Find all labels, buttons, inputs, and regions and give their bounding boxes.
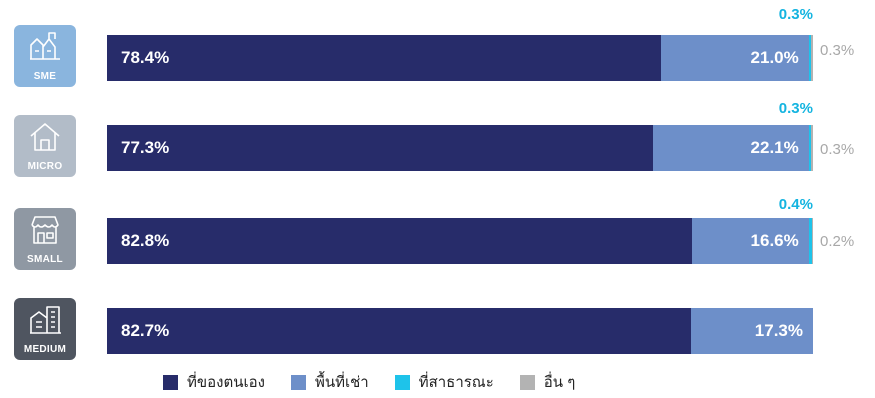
legend-item-other: อื่น ๆ: [519, 370, 576, 394]
bar-segment-public: [808, 125, 811, 171]
shop-icon: [31, 216, 59, 244]
category-label: MICRO: [27, 161, 63, 172]
chart-legend: ที่ของตนเอง พื้นที่เช่า ที่สาธารณะ อื่น ๆ: [163, 370, 575, 394]
data-label-public: 0.3%: [778, 6, 813, 23]
legend-label: พื้นที่เช่า: [314, 374, 369, 391]
data-label-owned: 77.3%: [121, 138, 170, 157]
legend-item-owned: ที่ของตนเอง: [163, 370, 265, 394]
building-icon: [30, 306, 61, 334]
bar-segment-owned: 82.7%: [107, 308, 691, 354]
data-label-other: 0.3%: [820, 141, 855, 158]
data-label-rented: 16.6%: [750, 231, 799, 250]
data-label-owned: 82.8%: [121, 231, 170, 250]
sme-people-icon: [30, 32, 60, 60]
bar-segment-owned: 78.4%: [107, 35, 661, 81]
category-label: SME: [33, 71, 57, 82]
legend-swatch: [290, 374, 306, 390]
data-label-rented: 21.0%: [750, 48, 799, 67]
legend-item-public: ที่สาธารณะ: [394, 370, 494, 394]
bar-segment-rented: 21.0%: [660, 35, 809, 81]
bar-row-small: 82.8% 16.6%: [107, 218, 813, 264]
category-label: SMALL: [27, 254, 63, 265]
category-icon-medium: MEDIUM: [14, 298, 76, 360]
bar-segment-public: [808, 35, 811, 81]
data-label-owned: 78.4%: [121, 48, 170, 67]
bar-segment-rented: 17.3%: [690, 308, 813, 354]
data-label-rented: 22.1%: [750, 138, 799, 157]
data-label-owned: 82.7%: [121, 321, 170, 340]
category-icon-small: SMALL: [14, 208, 76, 270]
bar-segment-rented: 22.1%: [652, 125, 809, 171]
bar-segment-owned: 82.8%: [107, 218, 692, 264]
bar-row-medium: 82.7% 17.3%: [107, 308, 813, 354]
bar-segment-other: [810, 35, 813, 81]
legend-swatch: [163, 374, 178, 390]
data-label-other: 0.2%: [820, 233, 855, 250]
data-label-public: 0.3%: [778, 100, 813, 117]
legend-swatch: [519, 374, 535, 390]
legend-item-rented: พื้นที่เช่า: [290, 370, 369, 394]
bar-segment-other: [810, 125, 813, 171]
legend-label: ที่ของตนเอง: [187, 374, 265, 391]
bar-segment-other: [811, 218, 813, 264]
legend-label: อื่น ๆ: [543, 374, 576, 391]
house-icon: [30, 123, 60, 151]
data-label-public: 0.4%: [778, 196, 813, 213]
data-label-other: 0.3%: [820, 42, 855, 59]
bar-row-micro: 77.3% 22.1%: [107, 125, 813, 171]
data-label-rented: 17.3%: [754, 321, 803, 340]
bar-row-sme: 78.4% 21.0%: [107, 35, 813, 81]
legend-swatch: [394, 374, 410, 390]
category-icon-micro: MICRO: [14, 115, 76, 177]
bar-segment-rented: 16.6%: [691, 218, 809, 264]
bar-segment-owned: 77.3%: [107, 125, 653, 171]
category-label: MEDIUM: [23, 344, 67, 355]
legend-label: ที่สาธารณะ: [418, 374, 494, 391]
bar-segment-public: [808, 218, 812, 264]
category-icon-sme: SME: [14, 25, 76, 87]
